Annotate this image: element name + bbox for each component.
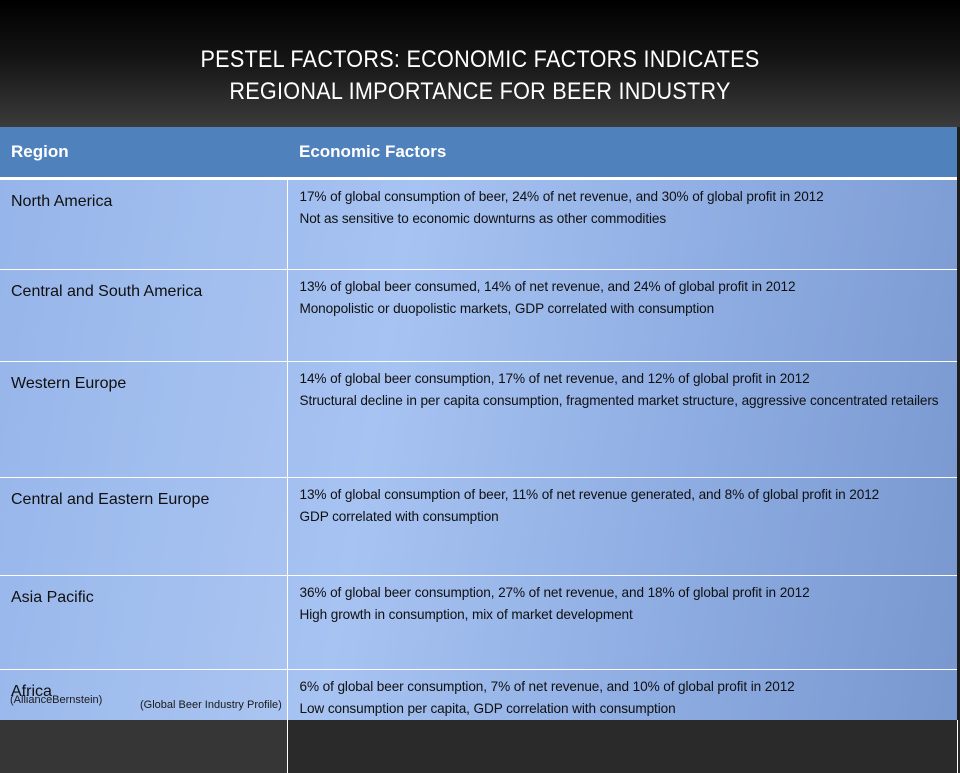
factor-line: High growth in consumption, mix of marke… xyxy=(300,604,949,626)
region-cell: Asia Pacific xyxy=(0,576,287,670)
column-header-economic-factors: Economic Factors xyxy=(287,127,957,179)
factors-cell: 6% of global beer consumption, 7% of net… xyxy=(287,670,957,773)
factor-line: Low consumption per capita, GDP correlat… xyxy=(300,698,949,720)
table-row: Central and Eastern Europe 13% of global… xyxy=(0,478,957,576)
factor-line: 17% of global consumption of beer, 24% o… xyxy=(300,186,949,208)
citation-global-beer-industry-profile: (Global Beer Industry Profile) xyxy=(140,699,282,711)
region-cell: North America xyxy=(0,179,287,270)
table-row: Central and South America 13% of global … xyxy=(0,270,957,362)
slide-title-line-1: PESTEL FACTORS: ECONOMIC FACTORS INDICAT… xyxy=(48,44,912,76)
region-cell: Africa xyxy=(0,670,287,773)
region-cell: Western Europe xyxy=(0,362,287,478)
table-row: Western Europe 14% of global beer consum… xyxy=(0,362,957,478)
factors-cell: 13% of global consumption of beer, 11% o… xyxy=(287,478,957,576)
factor-line: 36% of global beer consumption, 27% of n… xyxy=(300,582,949,604)
table-row: Africa 6% of global beer consumption, 7%… xyxy=(0,670,957,773)
factor-line: 6% of global beer consumption, 7% of net… xyxy=(300,676,949,698)
citation-alliancebernstein: (AllianceBernstein) xyxy=(10,694,102,706)
table-row: Asia Pacific 36% of global beer consumpt… xyxy=(0,576,957,670)
economic-factors-table: Region Economic Factors North America 17… xyxy=(0,127,958,773)
factor-line: Monopolistic or duopolistic markets, GDP… xyxy=(300,298,949,320)
factor-line: 14% of global beer consumption, 17% of n… xyxy=(300,368,949,390)
region-cell: Central and Eastern Europe xyxy=(0,478,287,576)
factor-line: Not as sensitive to economic downturns a… xyxy=(300,208,949,230)
economic-factors-table-container: Region Economic Factors North America 17… xyxy=(0,127,960,720)
table-header-row: Region Economic Factors xyxy=(0,127,957,179)
slide-title-line-2: REGIONAL IMPORTANCE FOR BEER INDUSTRY xyxy=(48,76,912,108)
table-row: North America 17% of global consumption … xyxy=(0,179,957,270)
factors-cell: 13% of global beer consumed, 14% of net … xyxy=(287,270,957,362)
title-banner: PESTEL FACTORS: ECONOMIC FACTORS INDICAT… xyxy=(0,0,960,128)
factor-line: 13% of global consumption of beer, 11% o… xyxy=(300,484,949,506)
factors-cell: 36% of global beer consumption, 27% of n… xyxy=(287,576,957,670)
column-header-region: Region xyxy=(0,127,287,179)
factor-line: GDP correlated with consumption xyxy=(300,506,949,528)
factors-cell: 17% of global consumption of beer, 24% o… xyxy=(287,179,957,270)
factor-line: 13% of global beer consumed, 14% of net … xyxy=(300,276,949,298)
factors-cell: 14% of global beer consumption, 17% of n… xyxy=(287,362,957,478)
slide-title: PESTEL FACTORS: ECONOMIC FACTORS INDICAT… xyxy=(48,44,912,108)
factor-line: Structural decline in per capita consump… xyxy=(300,390,949,412)
region-cell: Central and South America xyxy=(0,270,287,362)
